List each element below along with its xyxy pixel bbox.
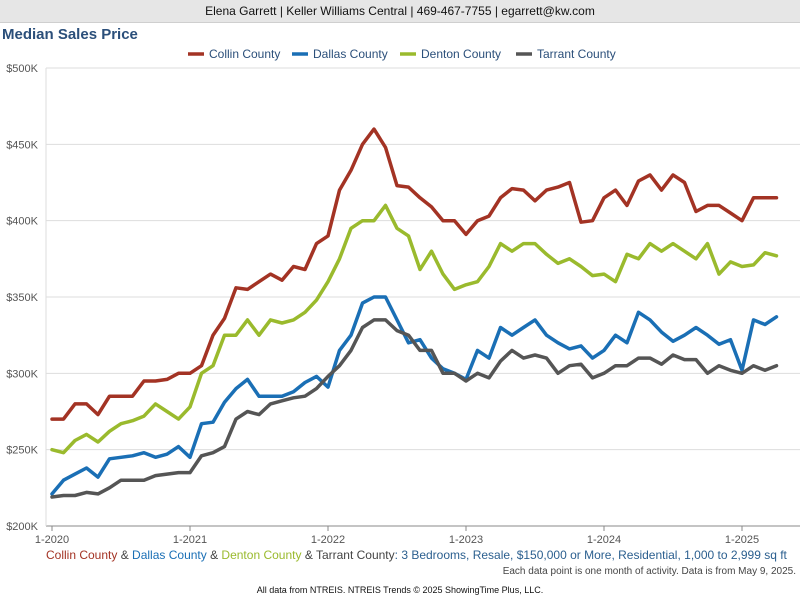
source-footer: All data from NTREIS. NTREIS Trends © 20… — [256, 585, 544, 595]
series-line-denton-county — [50, 203, 779, 455]
caption-part-4: Denton County — [221, 548, 302, 562]
legend-label-collin-county: Collin County — [209, 47, 280, 61]
caption-part-3: & — [206, 548, 222, 562]
y-tick-label: $500K — [6, 63, 38, 75]
series-line-tarrant-county — [50, 318, 779, 499]
caption-part-1: & — [117, 548, 133, 562]
x-tick-label: 1-2022 — [311, 534, 345, 546]
caption-part-6: : 3 Bedrooms, Resale, $150,000 or More, … — [394, 548, 787, 562]
series-line-dallas-county — [50, 295, 779, 496]
chart-title: Median Sales Price — [2, 26, 138, 43]
x-tick-label: 1-2021 — [173, 534, 207, 546]
caption-part-5: & Tarrant County — [301, 548, 395, 562]
y-tick-label: $450K — [6, 139, 38, 151]
agent-header: Elena Garrett | Keller Williams Central … — [0, 0, 800, 23]
x-tick-label: 1-2025 — [725, 534, 759, 546]
x-tick-label: 1-2024 — [587, 534, 621, 546]
y-tick-label: $200K — [6, 521, 38, 533]
legend-label-tarrant-county: Tarrant County — [537, 47, 616, 61]
data-note: Each data point is one month of activity… — [502, 566, 796, 577]
x-tick-label: 1-2020 — [35, 534, 69, 546]
x-tick-label: 1-2023 — [449, 534, 483, 546]
legend-label-dallas-county: Dallas County — [313, 47, 388, 61]
y-tick-label: $300K — [6, 368, 38, 380]
agent-contact-text: Elena Garrett | Keller Williams Central … — [205, 4, 595, 18]
caption-part-0: Collin County — [46, 548, 118, 562]
series-line-collin-county — [50, 127, 779, 421]
chart-caption: Collin County & Dallas County & Denton C… — [46, 548, 800, 562]
y-tick-label: $250K — [6, 445, 38, 457]
y-tick-label: $350K — [6, 292, 38, 304]
y-tick-label: $400K — [6, 216, 38, 228]
legend-label-denton-county: Denton County — [421, 47, 501, 61]
caption-part-2: Dallas County — [132, 548, 207, 562]
